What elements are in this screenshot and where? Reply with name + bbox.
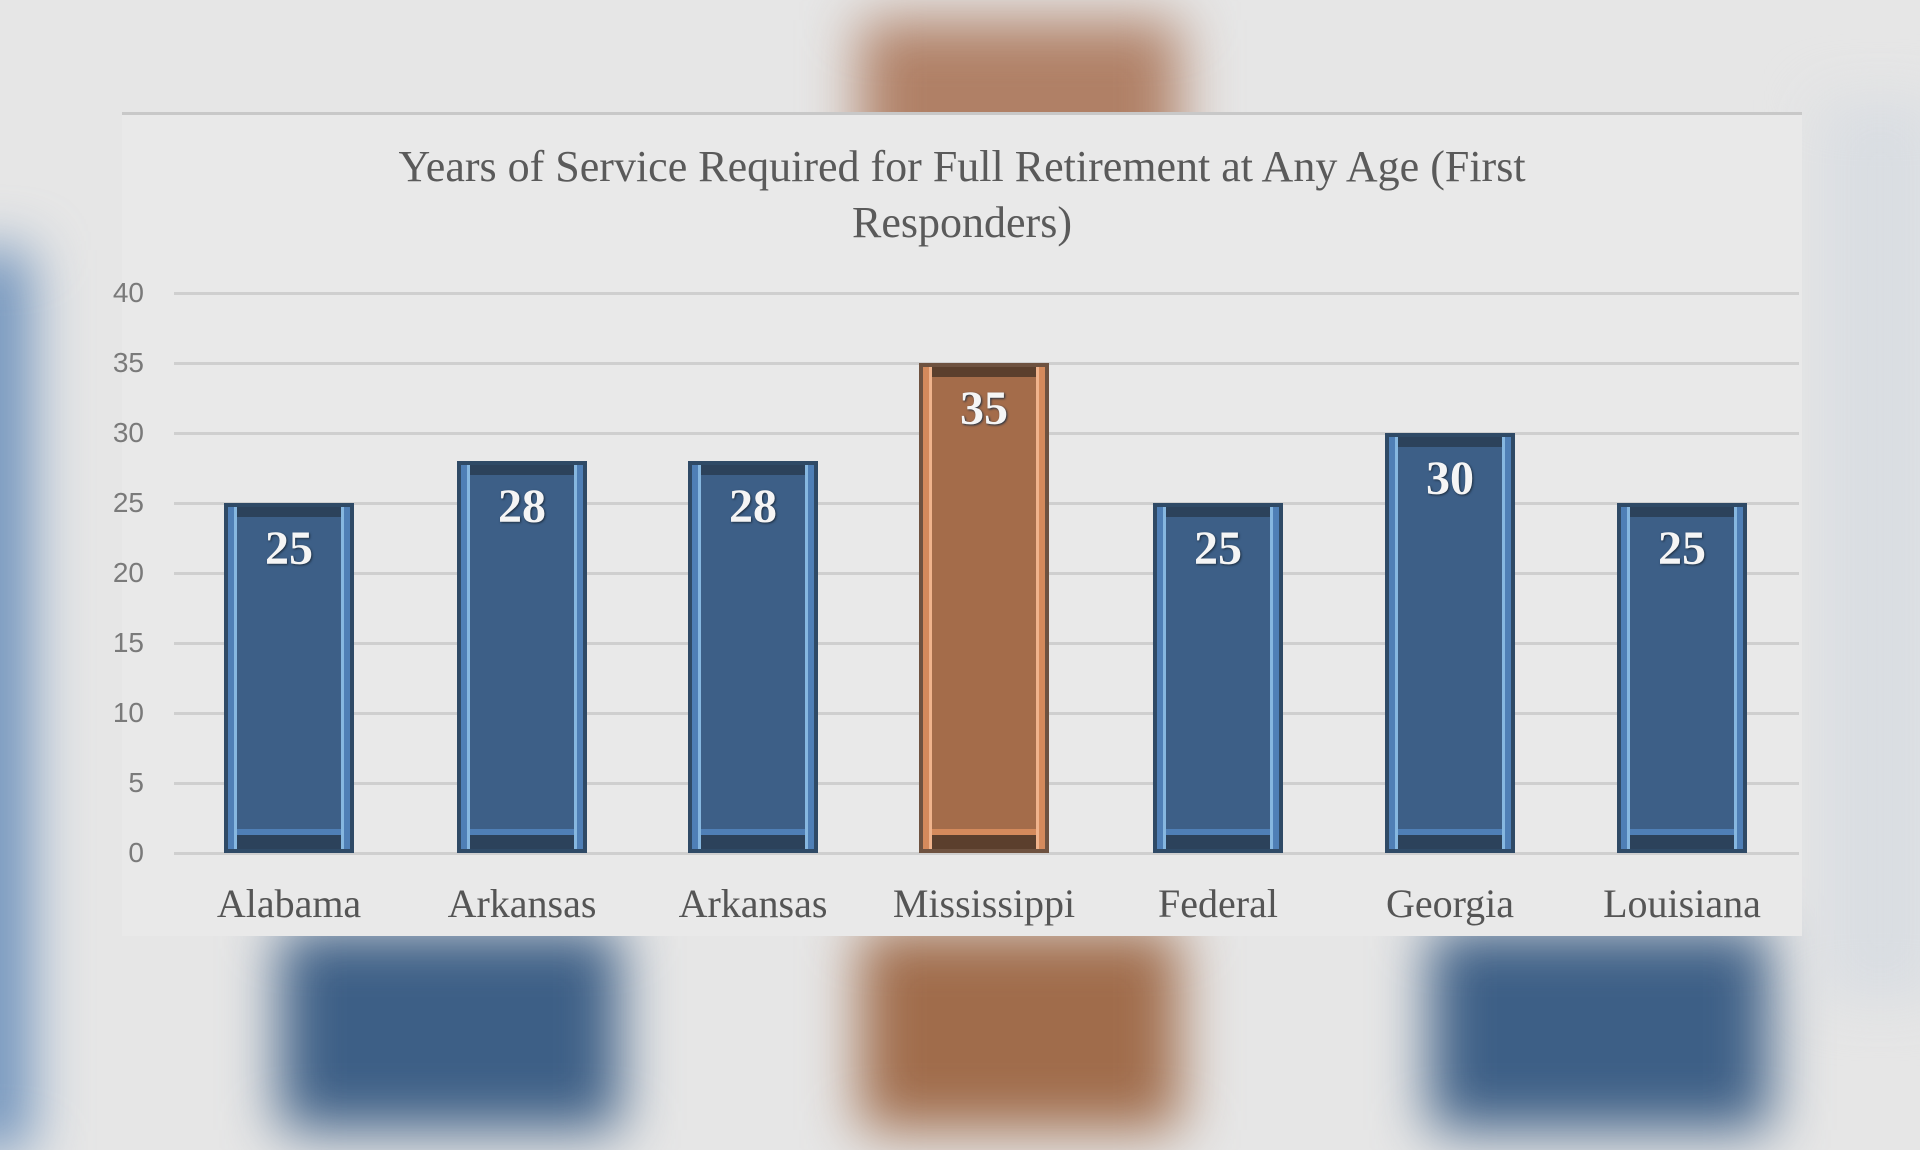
chart-title-line-2: Responders) — [852, 198, 1072, 247]
bar-arkansas: 28 — [457, 461, 587, 853]
gridline — [174, 292, 1799, 295]
blurred-background-left — [0, 250, 30, 1150]
blurred-background-right — [1820, 100, 1920, 1000]
x-axis-category-label: Georgia — [1385, 881, 1515, 926]
blurred-background-bottom-1 — [280, 930, 620, 1130]
x-axis-category-label: Louisiana — [1603, 881, 1761, 926]
y-axis-tick-label: 20 — [112, 557, 144, 588]
bar-alabama: 25 — [224, 503, 354, 853]
y-axis-tick-label: 5 — [128, 767, 144, 798]
x-axis-category-label: Federal — [1158, 881, 1278, 926]
y-axis-tick-label: 15 — [112, 627, 144, 658]
x-axis-category-label: Arkansas — [678, 881, 828, 926]
y-axis-tick-label: 10 — [112, 697, 144, 728]
bar-arkansas: 28 — [688, 461, 818, 853]
bar-federal: 25 — [1153, 503, 1283, 853]
bar-value-label: 35 — [960, 382, 1008, 435]
y-axis-tick-label: 40 — [112, 277, 144, 308]
plot-area: 40 35 30 25 20 15 10 5 0 25 Alabama 28 Arkansas 28 Ark… — [113, 115, 1802, 936]
y-axis-tick-label: 35 — [112, 347, 144, 378]
chart-title-line-1: Years of Service Required for Full Retir… — [398, 142, 1526, 191]
y-axis-tick-label: 0 — [128, 837, 144, 868]
bar-value-label: 28 — [498, 480, 546, 533]
chart-title: Years of Service Required for Full Retir… — [122, 139, 1802, 251]
bar-georgia: 30 — [1385, 433, 1515, 853]
blurred-background-bottom-3 — [1430, 930, 1770, 1130]
x-axis-category-label: Mississippi — [892, 881, 1076, 926]
bar-value-label: 30 — [1426, 452, 1474, 505]
blurred-background-bottom-2 — [860, 930, 1180, 1130]
bar-value-label: 25 — [1194, 522, 1242, 575]
x-axis-category-label: Arkansas — [447, 881, 597, 926]
y-axis-tick-label: 25 — [112, 487, 144, 518]
gridline — [174, 852, 1799, 855]
bar-mississippi: 35 — [919, 363, 1049, 853]
chart-panel: Years of Service Required for Full Retir… — [113, 112, 1802, 936]
y-axis-tick-label: 30 — [112, 417, 144, 448]
x-axis-category-label: Alabama — [216, 881, 362, 926]
bar-value-label: 28 — [729, 480, 777, 533]
bar-value-label: 25 — [265, 522, 313, 575]
bar-louisiana: 25 — [1617, 503, 1747, 853]
bar-value-label: 25 — [1658, 522, 1706, 575]
